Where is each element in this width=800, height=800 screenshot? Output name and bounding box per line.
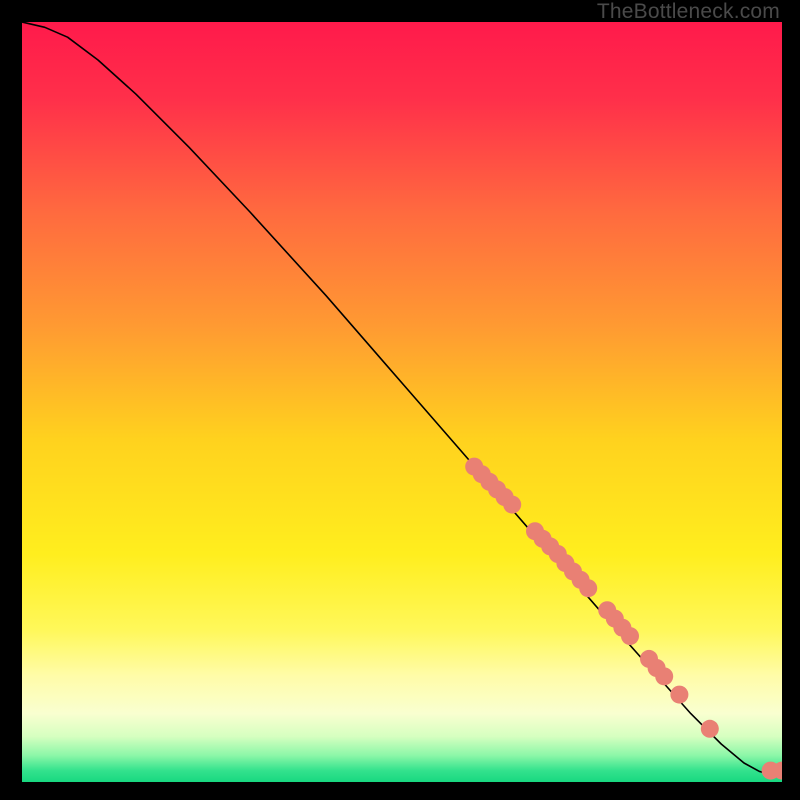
chart-overlay xyxy=(22,22,782,782)
marker-point xyxy=(655,667,673,685)
marker-point xyxy=(670,686,688,704)
stage: TheBottleneck.com xyxy=(0,0,800,800)
markers-group xyxy=(465,458,782,780)
marker-point xyxy=(579,579,597,597)
curve-line xyxy=(22,22,782,774)
attribution-text: TheBottleneck.com xyxy=(597,0,780,24)
marker-point xyxy=(621,627,639,645)
marker-point xyxy=(701,720,719,738)
plot-area xyxy=(22,22,782,782)
marker-point xyxy=(503,496,521,514)
